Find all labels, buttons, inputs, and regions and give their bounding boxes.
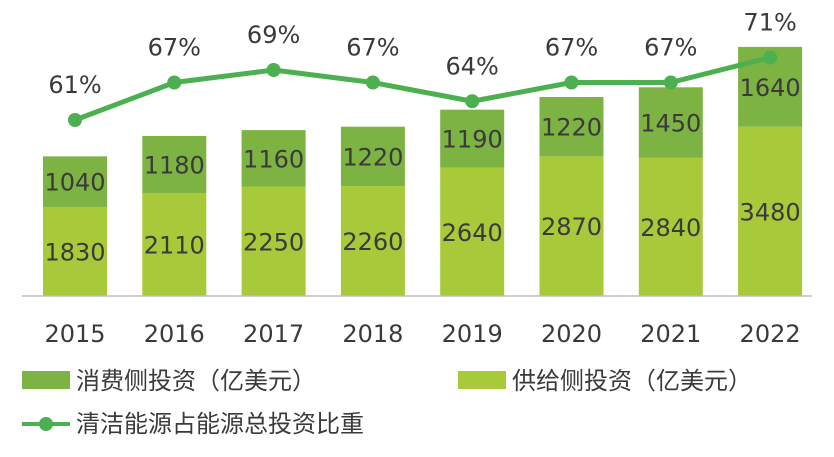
- share-label-2019: 64%: [446, 52, 499, 80]
- share-point-2018: [365, 75, 380, 90]
- bar-consumption-2017: [241, 130, 306, 187]
- share-point-2019: [465, 94, 480, 109]
- value-label-consumption-2015: 1040: [44, 169, 105, 197]
- bars-layer: 1830 1040 2110 1180 2250 1160 2260 1220 2640 1190…: [43, 46, 803, 296]
- x-tick-2019: 2019: [442, 320, 503, 348]
- bar-supply-2019: [440, 167, 505, 296]
- bar-consumption-2019: [440, 109, 505, 168]
- legend-label-supply: 供给侧投资（亿美元）: [512, 367, 752, 395]
- share-point-2022: [763, 50, 778, 65]
- share-label-2015: 61%: [48, 71, 101, 99]
- value-label-consumption-2016: 1180: [144, 152, 205, 180]
- value-label-supply-2020: 2870: [541, 213, 602, 241]
- bar-consumption-2021: [638, 87, 703, 158]
- value-label-supply-2016: 2110: [144, 232, 205, 260]
- value-label-supply-2017: 2250: [243, 228, 304, 256]
- value-label-consumption-2018: 1220: [342, 143, 403, 171]
- legend: 消费侧投资（亿美元） 供给侧投资（亿美元） 清洁能源占能源总投资比重: [22, 367, 752, 438]
- x-tick-2015: 2015: [44, 320, 105, 348]
- legend-swatch-consumption: [22, 371, 70, 389]
- legend-label-share: 清洁能源占能源总投资比重: [76, 410, 364, 438]
- value-label-supply-2015: 1830: [44, 238, 105, 266]
- value-label-supply-2021: 2840: [640, 214, 701, 242]
- bar-consumption-2020: [539, 97, 604, 157]
- share-label-2021: 67%: [644, 34, 697, 62]
- x-tick-2017: 2017: [243, 320, 304, 348]
- value-label-supply-2019: 2640: [442, 219, 503, 247]
- value-label-supply-2022: 3480: [740, 198, 801, 226]
- value-label-consumption-2017: 1160: [243, 145, 304, 173]
- legend-swatch-supply: [458, 371, 506, 389]
- share-point-2021: [663, 75, 678, 90]
- bar-supply-2021: [638, 157, 703, 296]
- share-label-2022: 71%: [743, 9, 796, 37]
- share-point-2020: [564, 75, 579, 90]
- x-tick-2018: 2018: [342, 320, 403, 348]
- x-tick-2016: 2016: [144, 320, 205, 348]
- bar-consumption-2018: [340, 126, 405, 187]
- legend-label-consumption: 消费侧投资（亿美元）: [76, 367, 316, 395]
- x-tick-2022: 2022: [740, 320, 801, 348]
- share-label-2017: 69%: [247, 21, 300, 49]
- x-tick-2020: 2020: [541, 320, 602, 348]
- x-tick-labels: 2015 2016 2017 2018 2019 2020 2021 2022: [44, 320, 800, 348]
- value-label-consumption-2020: 1220: [541, 114, 602, 142]
- share-point-2015: [68, 113, 82, 127]
- legend-swatch-marker: [39, 417, 53, 431]
- bar-supply-2020: [539, 156, 604, 296]
- value-label-consumption-2021: 1450: [640, 110, 701, 138]
- bar-supply-2017: [241, 186, 306, 296]
- bar-supply-2016: [142, 193, 207, 296]
- share-label-2020: 67%: [545, 34, 598, 62]
- bar-supply-2018: [340, 186, 405, 296]
- share-point-2016: [167, 75, 182, 90]
- share-label-2018: 67%: [346, 34, 399, 62]
- bar-consumption-2016: [142, 135, 207, 194]
- value-label-consumption-2022: 1640: [740, 74, 801, 102]
- value-label-supply-2018: 2260: [342, 228, 403, 256]
- x-tick-2021: 2021: [640, 320, 701, 348]
- value-label-consumption-2019: 1190: [442, 126, 503, 154]
- bar-consumption-2015: [43, 156, 107, 207]
- line-layer: 61% 67% 69% 67% 64% 67% 67% 71%: [48, 9, 797, 127]
- share-point-2017: [266, 63, 281, 77]
- bar-supply-2022: [738, 126, 803, 296]
- bar-supply-2015: [43, 206, 107, 296]
- share-line: [74, 55, 771, 123]
- share-label-2016: 67%: [148, 34, 201, 62]
